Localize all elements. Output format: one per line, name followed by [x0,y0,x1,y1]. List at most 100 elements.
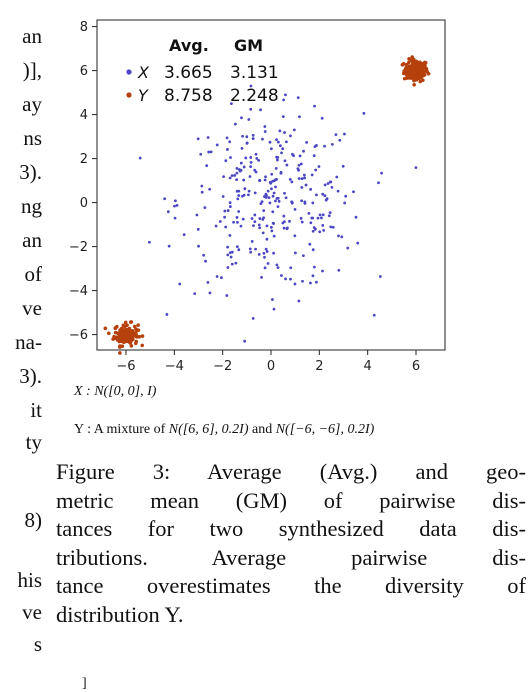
x-point [280,274,283,277]
y-point [410,66,415,71]
x-point [226,253,230,257]
y-tick-label: −6 [69,328,88,343]
x-point [269,181,273,185]
x-point [240,147,244,150]
x-point [293,234,297,238]
x-point [354,215,358,219]
y-def-second-normal: N([−6, −6], 0.2I) [275,422,375,437]
x-point [253,220,257,224]
x-point [266,189,270,193]
text-fragment: ay [22,92,42,116]
x-point [230,174,234,177]
x-point [259,202,263,206]
x-tick-label: −2 [213,359,232,374]
legend-avg-x: 3.665 [164,63,213,83]
x-point [178,282,182,286]
x-point [226,245,230,249]
y-point [421,65,426,70]
x-point [223,215,226,219]
y-point [404,76,409,80]
x-point [315,280,318,284]
x-point [284,196,288,200]
x-point [300,199,304,203]
x-point [233,122,237,126]
x-point [253,191,257,195]
y-point [123,324,127,329]
x-point [225,294,229,297]
x-point [285,163,289,167]
x-point [248,247,252,251]
x-point [282,226,286,230]
figure-caption: Figure 3: Average (Avg.) and geo- metric… [56,458,526,629]
x-point [281,115,285,119]
x-point [279,171,283,175]
x-point [305,140,308,144]
y-point [129,344,134,348]
x-point [356,241,360,245]
x-point [208,291,212,295]
y-point [134,328,139,332]
caption-line: metric mean (GM) of pairwise dis- [56,487,526,513]
x-point [275,263,279,267]
x-tick-label: −6 [116,359,135,374]
x-point [226,209,230,212]
x-point [249,107,253,111]
x-point [293,207,297,211]
x-point [271,179,274,183]
x-point [277,199,281,203]
x-point [237,248,241,252]
x-point [230,102,233,106]
x-point [336,189,340,193]
y-point [407,57,411,61]
y-tick-label: 2 [80,152,88,167]
y-point [133,341,138,346]
y-point [412,63,417,67]
text-fragment: of [24,262,43,286]
x-point [207,150,211,154]
x-point [200,190,204,194]
x-point [288,178,292,181]
x-point [283,131,286,134]
x-point [254,152,258,156]
x-point [163,197,167,201]
caption-line: Figure 3: Average (Avg.) and geo- [56,459,526,484]
x-point [271,210,275,214]
y-series-layer [103,55,431,355]
x-point [317,165,321,168]
text-fragment: an [22,24,42,48]
x-point [215,143,219,147]
x-point [229,255,233,259]
x-point [244,156,248,160]
x-point [292,154,295,158]
x-point [343,201,347,205]
x-point [288,219,291,223]
x-point [300,220,304,224]
x-point [302,149,305,153]
x-point [279,144,282,148]
x-point [247,118,251,121]
x-point [230,262,234,266]
x-point [313,227,317,231]
y-point [123,320,128,325]
x-point [258,217,262,220]
x-point [270,229,274,233]
x-point [233,173,237,177]
x-point [276,196,280,200]
x-point [307,211,311,215]
x-point [205,164,209,168]
y-point [409,70,414,75]
x-point [283,220,286,224]
x-point [173,216,177,220]
x-point [175,204,179,207]
x-point [240,194,244,198]
y-point [416,73,421,78]
y-def-first-normal: N([6, 6], 0.2I) [168,422,249,437]
x-point [182,233,186,237]
x-point [285,227,289,231]
y-point [412,75,417,80]
x-tick-label: 4 [364,359,372,374]
x-point [283,159,287,163]
text-fragment: ve [22,600,42,624]
x-point [284,93,287,97]
x-point [270,172,274,176]
